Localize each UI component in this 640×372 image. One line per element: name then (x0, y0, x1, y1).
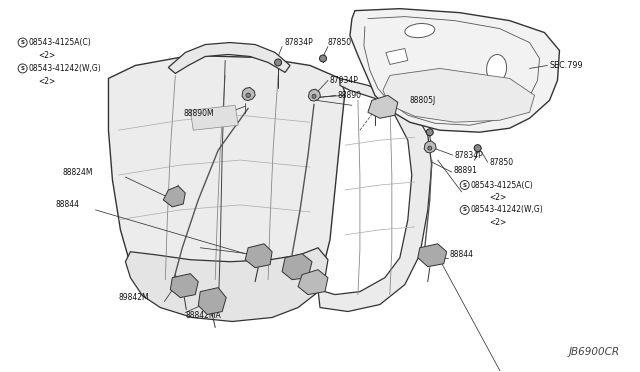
Text: 88824M: 88824M (63, 167, 93, 177)
Ellipse shape (405, 23, 435, 38)
Polygon shape (108, 55, 345, 311)
Text: S: S (463, 208, 467, 212)
Text: 87850: 87850 (328, 38, 352, 47)
Text: 87850: 87850 (490, 158, 514, 167)
Text: S: S (20, 66, 25, 71)
Text: <2>: <2> (490, 218, 507, 227)
Text: 88890: 88890 (338, 91, 362, 100)
Text: 89842M: 89842M (118, 293, 149, 302)
Text: 88891: 88891 (454, 166, 477, 174)
Circle shape (474, 145, 481, 152)
Polygon shape (386, 48, 408, 64)
Polygon shape (190, 105, 238, 130)
Circle shape (319, 55, 326, 62)
Polygon shape (170, 274, 198, 298)
Circle shape (460, 205, 469, 214)
Text: 87834P: 87834P (284, 38, 313, 47)
Ellipse shape (486, 55, 507, 82)
Polygon shape (125, 248, 328, 321)
Polygon shape (242, 87, 255, 100)
Circle shape (18, 64, 27, 73)
Polygon shape (383, 68, 534, 122)
Polygon shape (198, 288, 226, 314)
Text: 88844: 88844 (450, 250, 474, 259)
Polygon shape (168, 42, 290, 73)
Polygon shape (245, 244, 272, 268)
Text: 08543-41242(W,G): 08543-41242(W,G) (29, 64, 101, 73)
Text: 08543-4125A(C): 08543-4125A(C) (29, 38, 92, 47)
Text: <2>: <2> (38, 77, 56, 86)
Text: 88844: 88844 (56, 201, 79, 209)
Polygon shape (298, 270, 328, 295)
Text: 87834P: 87834P (454, 151, 483, 160)
Text: 88890M: 88890M (183, 109, 214, 118)
Text: SEC.799: SEC.799 (550, 61, 583, 70)
Text: <2>: <2> (38, 51, 56, 60)
Text: 08543-41242(W,G): 08543-41242(W,G) (470, 205, 543, 214)
Polygon shape (318, 78, 432, 311)
Polygon shape (350, 9, 559, 132)
Polygon shape (163, 186, 186, 207)
Polygon shape (368, 95, 398, 118)
Polygon shape (308, 89, 321, 101)
Circle shape (18, 38, 27, 47)
Text: S: S (20, 40, 25, 45)
Polygon shape (282, 254, 312, 280)
Circle shape (246, 93, 250, 97)
Circle shape (312, 94, 316, 98)
Text: 88805J: 88805J (410, 96, 436, 105)
Circle shape (428, 146, 432, 150)
Circle shape (460, 180, 469, 189)
Circle shape (426, 129, 433, 136)
Text: S: S (463, 183, 467, 187)
Circle shape (275, 59, 282, 66)
Text: 87934P: 87934P (330, 76, 359, 85)
Text: 88842MA: 88842MA (186, 311, 221, 320)
Polygon shape (418, 244, 447, 267)
Polygon shape (424, 141, 436, 153)
Text: <2>: <2> (490, 193, 507, 202)
Text: JB6900CR: JB6900CR (568, 347, 620, 357)
Text: 08543-4125A(C): 08543-4125A(C) (470, 180, 533, 189)
